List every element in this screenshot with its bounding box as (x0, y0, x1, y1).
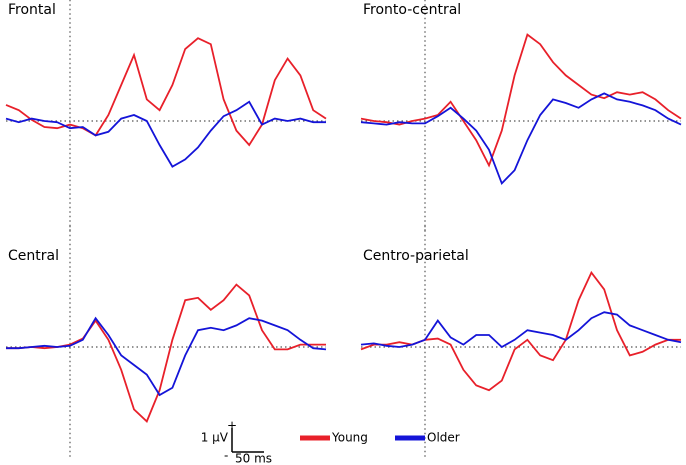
waveform (360, 33, 682, 168)
legend-label: Young (331, 431, 368, 445)
scale-sign: - (224, 449, 228, 463)
panel-title: Frontal (8, 2, 56, 18)
panel-title: Central (8, 248, 59, 264)
legend-label: Older (427, 431, 460, 445)
waveform (360, 270, 681, 392)
scale-label: 50 ms (235, 452, 272, 465)
waveform (360, 311, 682, 349)
panel-title: Fronto-central (363, 2, 461, 18)
panel-title: Centro-parietal (363, 248, 469, 264)
waveform (6, 283, 326, 423)
waveform (6, 316, 327, 397)
scale-label: 1 µV (201, 431, 229, 445)
waveform (360, 92, 682, 186)
waveform (5, 37, 327, 147)
scale-sign: + (227, 419, 237, 433)
waveform (5, 100, 326, 168)
